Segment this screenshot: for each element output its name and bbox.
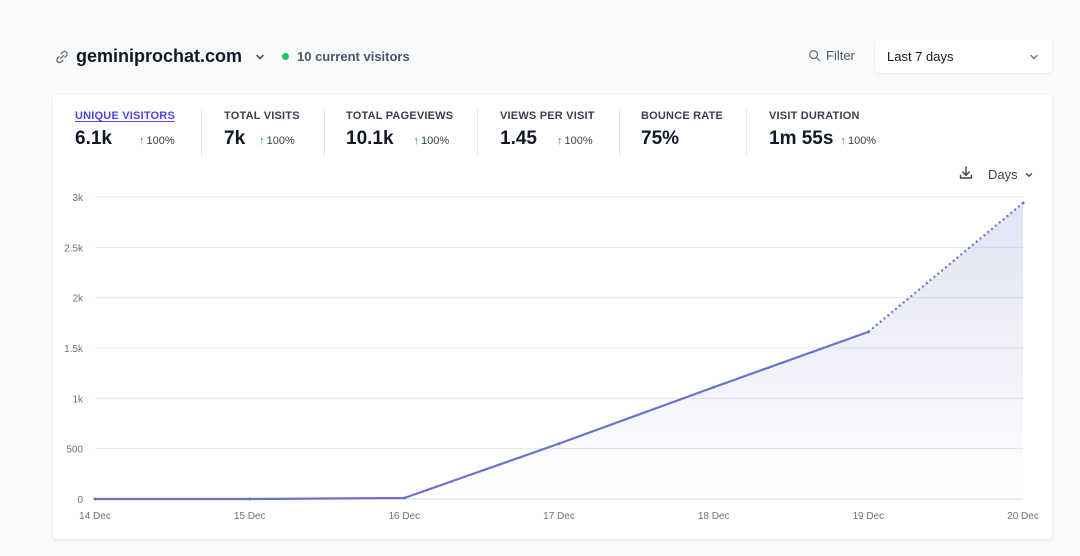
filter-label: Filter	[826, 48, 855, 63]
metric-value: 1m 55s	[769, 128, 834, 149]
stats-card: UNIQUE VISITORS 6.1k ↑ 100% TOTAL VISITS …	[53, 95, 1052, 539]
data-point	[866, 330, 870, 334]
metric-label: VIEWS PER VISIT	[500, 110, 595, 122]
data-point	[93, 497, 97, 501]
x-tick-label: 19 Dec	[852, 511, 884, 522]
x-tick-label: 20 Dec	[1007, 511, 1039, 522]
link-icon	[56, 50, 68, 63]
top-bar: geminiprochat.com 10 current visitors Fi…	[0, 0, 1080, 96]
metric-change: ↑ 100%	[557, 135, 593, 147]
arrow-up-icon: ↑	[138, 135, 145, 147]
data-point	[248, 497, 252, 501]
metric-value: 10.1k	[346, 128, 394, 149]
interval-label: Days	[988, 167, 1018, 182]
arrow-up-icon: ↑	[413, 135, 420, 147]
metric-change-value: 100%	[421, 135, 450, 147]
metric-change-value: 100%	[266, 135, 295, 147]
divider	[619, 109, 620, 157]
metric-value: 75%	[641, 128, 680, 149]
x-tick-label: 17 Dec	[543, 511, 575, 522]
visitors-line-chart: 0 500 1k 1.5k 2k 2.5k 3k 14 Dec 15 Dec 16 Dec 17 D…	[64, 193, 1039, 522]
y-tick-label: 2k	[72, 294, 84, 305]
current-visitors-label: 10 current visitors	[297, 49, 410, 64]
x-tick-label: 18 Dec	[698, 511, 730, 522]
download-icon[interactable]	[958, 165, 974, 181]
filter-button[interactable]: Filter	[808, 48, 855, 63]
divider	[746, 109, 747, 157]
y-tick-label: 1k	[72, 394, 84, 405]
data-point	[712, 385, 716, 389]
divider	[201, 109, 202, 157]
chevron-down-icon	[1030, 54, 1038, 59]
y-tick-label: 2.5k	[64, 243, 84, 254]
chevron-down-icon	[256, 54, 264, 60]
metric-bounce-rate[interactable]: BOUNCE RATE 75%	[641, 110, 723, 150]
metric-value: 7k	[224, 128, 246, 149]
y-tick-label: 3k	[72, 193, 84, 204]
site-name: geminiprochat.com	[76, 46, 243, 66]
metric-label: TOTAL PAGEVIEWS	[346, 110, 454, 122]
metric-change: ↑ 100%	[414, 135, 450, 147]
search-icon	[809, 50, 821, 62]
site-switcher[interactable]: geminiprochat.com	[54, 46, 266, 67]
divider	[477, 109, 478, 157]
arrow-up-icon: ↑	[840, 135, 846, 147]
chevron-down-icon	[1025, 172, 1032, 177]
live-dot	[282, 53, 289, 60]
metric-change-value: 100%	[146, 135, 175, 147]
metric-change: ↑ 100%	[840, 135, 876, 147]
arrow-up-icon: ↑	[259, 135, 265, 147]
interval-select[interactable]: Days	[988, 167, 1034, 182]
metric-label: BOUNCE RATE	[641, 110, 724, 122]
metric-views-per-visit[interactable]: VIEWS PER VISIT 1.45 ↑ 100%	[500, 110, 595, 150]
x-tick-label: 15 Dec	[234, 511, 266, 522]
x-tick-label: 16 Dec	[388, 511, 420, 522]
metric-total-visits[interactable]: TOTAL VISITS 7k ↑ 100%	[224, 110, 300, 150]
series-line	[95, 330, 869, 501]
area-fill	[95, 203, 1023, 499]
divider	[324, 109, 325, 157]
metric-total-pageviews[interactable]: TOTAL PAGEVIEWS 10.1k ↑ 100%	[346, 110, 453, 150]
metric-change: ↑ 100%	[259, 135, 295, 147]
metric-unique-visitors[interactable]: UNIQUE VISITORS 6.1k ↑ 100%	[75, 110, 175, 150]
metric-change-value: 100%	[847, 135, 877, 147]
data-point	[557, 442, 561, 446]
metric-label: VISIT DURATION	[769, 110, 860, 122]
series-line-incomplete	[867, 202, 1024, 333]
date-range-select[interactable]: Last 7 days	[875, 40, 1052, 73]
x-tick-label: 14 Dec	[79, 511, 111, 522]
date-range-label: Last 7 days	[887, 49, 954, 64]
current-visitors[interactable]: 10 current visitors	[282, 49, 410, 64]
data-point	[1021, 201, 1025, 205]
data-point	[402, 496, 406, 500]
y-tick-label: 1.5k	[64, 344, 84, 355]
metric-label: TOTAL VISITS	[224, 110, 300, 122]
y-tick-label: 0	[77, 495, 83, 506]
metric-value: 1.45	[500, 128, 537, 149]
metric-visit-duration[interactable]: VISIT DURATION 1m 55s ↑ 100%	[769, 110, 876, 150]
metric-change: ↑ 100%	[139, 135, 175, 147]
y-tick-label: 500	[66, 445, 83, 456]
metric-value: 6.1k	[75, 128, 112, 149]
metric-label: UNIQUE VISITORS	[75, 110, 175, 122]
metric-change-value: 100%	[564, 135, 593, 147]
arrow-up-icon: ↑	[556, 135, 563, 147]
